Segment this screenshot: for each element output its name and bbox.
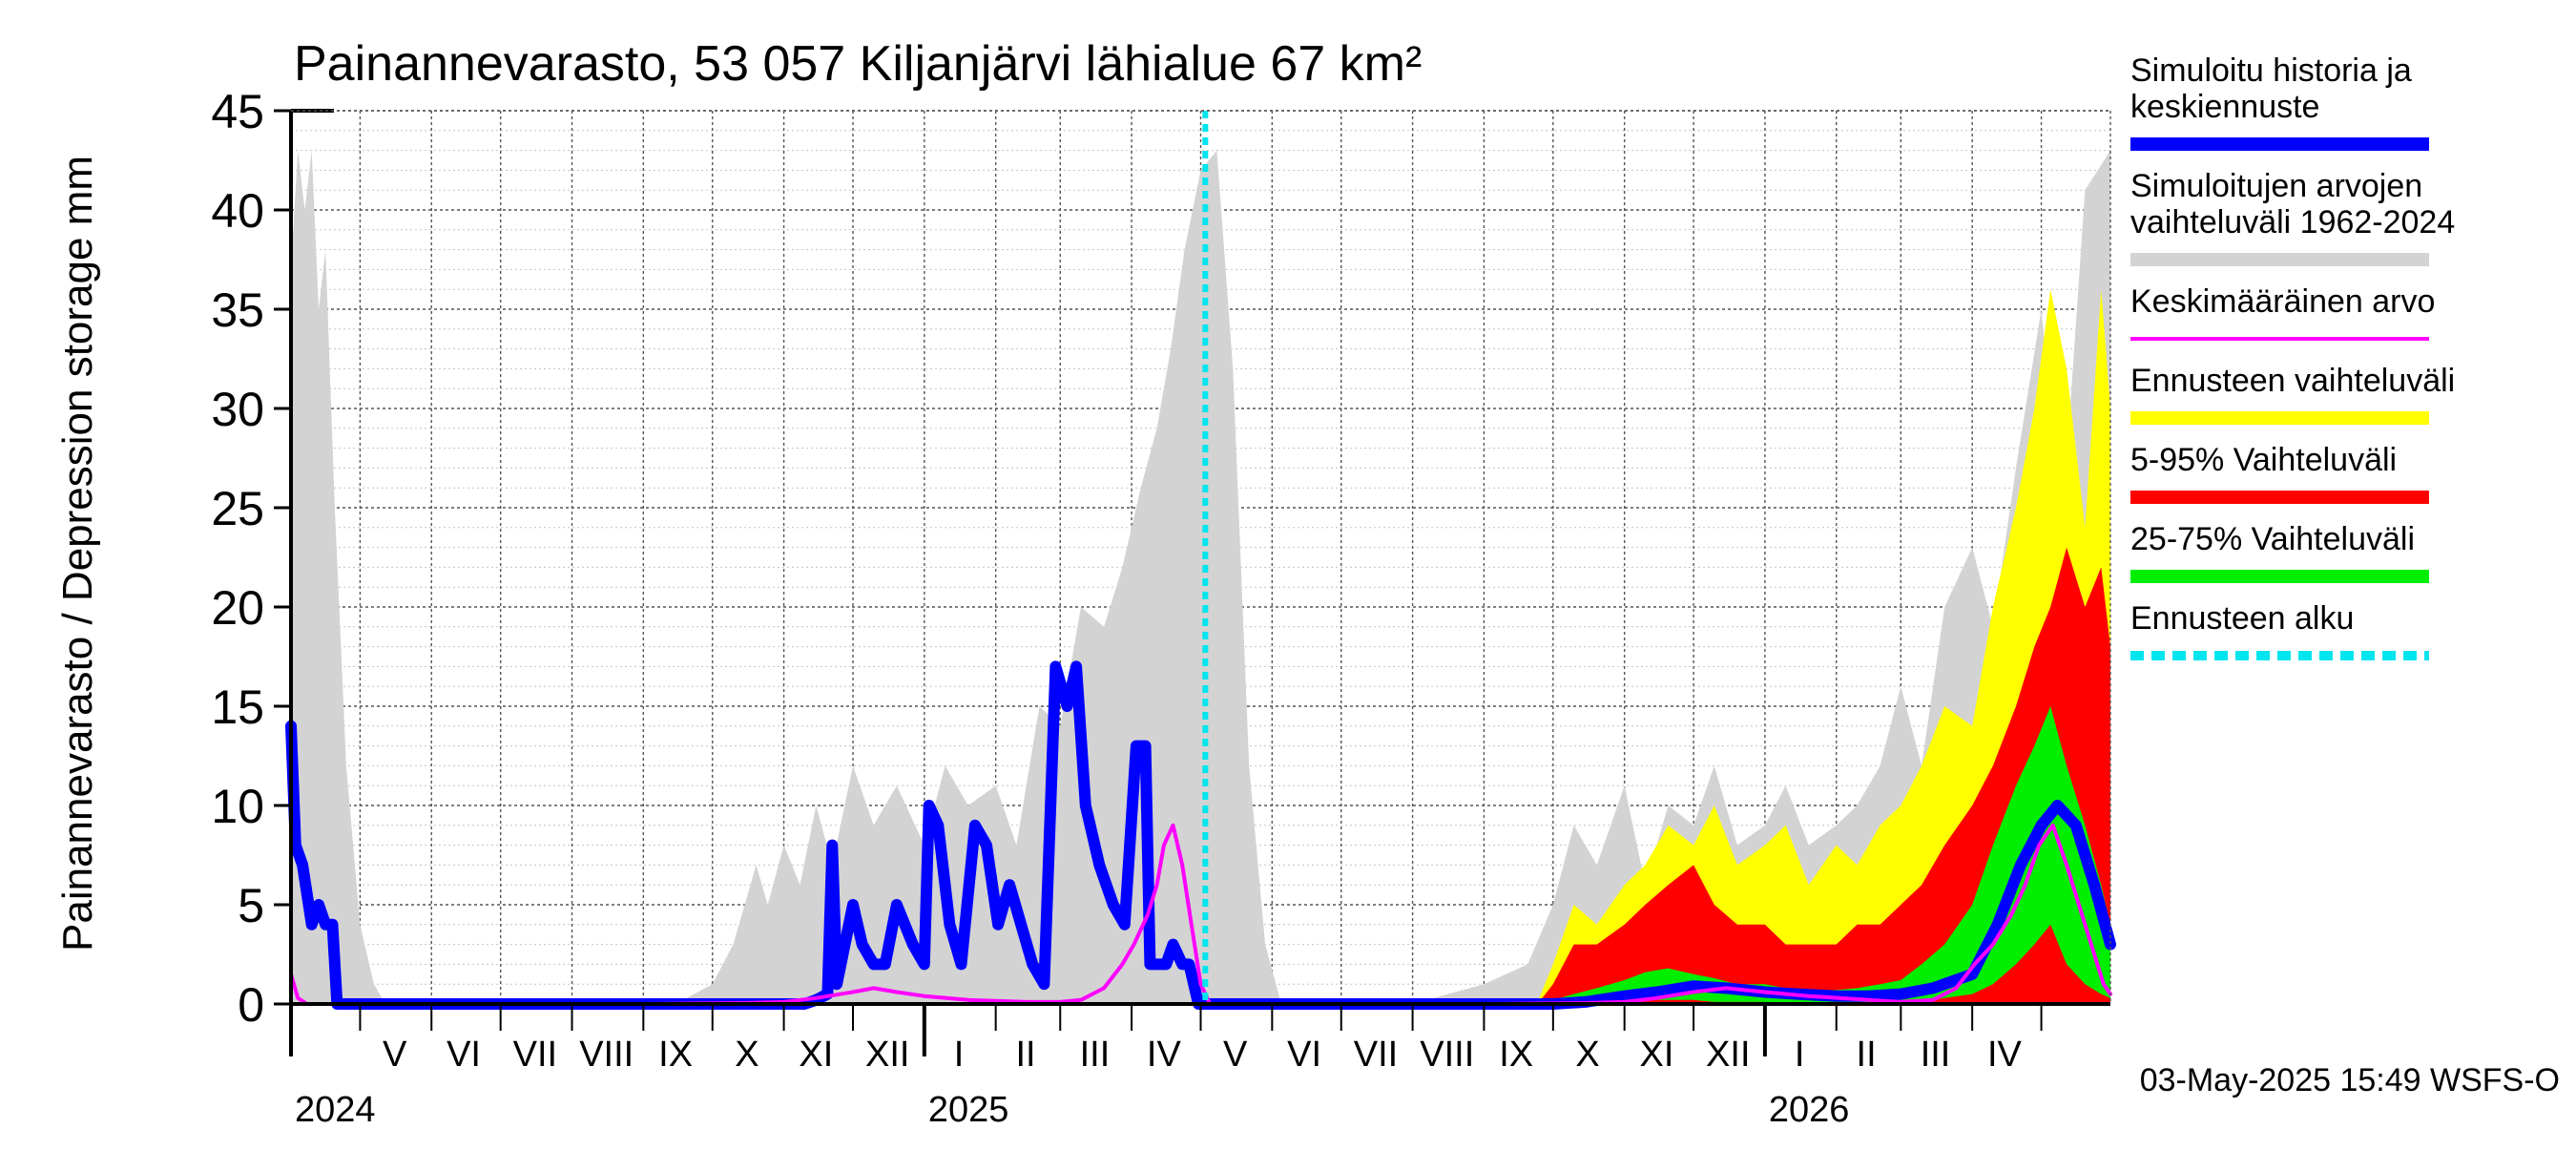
y-tick-label: 45: [211, 85, 264, 138]
month-label: VI: [1287, 1035, 1321, 1075]
y-tick-label: 40: [211, 184, 264, 238]
month-label: VIII: [1420, 1035, 1474, 1075]
legend-item: Keskimääräinen arvo: [2130, 283, 2435, 341]
month-label: XI: [799, 1035, 833, 1075]
legend-label: 5-95% Vaihteluväli: [2130, 442, 2397, 478]
legend-label: Keskimääräinen arvo: [2130, 283, 2435, 320]
month-label: IX: [658, 1035, 693, 1075]
month-label: IX: [1499, 1035, 1533, 1075]
month-label: XI: [1640, 1035, 1674, 1075]
legend: Simuloitu historia jakeskiennusteSimuloi…: [2130, 52, 2455, 660]
legend-label: vaihteluväli 1962-2024: [2130, 204, 2455, 240]
y-tick-label: 25: [211, 482, 264, 535]
month-label: VII: [513, 1035, 557, 1075]
y-tick-label: 35: [211, 283, 264, 337]
y-tick-label: 30: [211, 383, 264, 436]
month-label: VII: [1354, 1035, 1398, 1075]
legend-label: Ennusteen alku: [2130, 600, 2354, 637]
legend-item: 25-75% Vaihteluväli: [2130, 521, 2429, 583]
month-label: V: [1223, 1035, 1248, 1075]
chart-title: Painannevarasto, 53 057 Kiljanjärvi lähi…: [294, 36, 1422, 92]
legend-label: keskiennuste: [2130, 89, 2319, 125]
plot-area: [285, 109, 2116, 1056]
month-label: III: [1921, 1035, 1951, 1075]
y-axis: 0 5 10 15 20 25 30 35 40 45: [211, 85, 291, 1032]
series-simuloitujen-arvojen-vaihteluv-li-1962-2024: [291, 150, 2110, 1005]
month-label: III: [1080, 1035, 1111, 1075]
month-label: XII: [1706, 1035, 1750, 1075]
year-label: 2026: [1769, 1090, 1850, 1130]
y-tick-label: 5: [238, 879, 264, 932]
legend-label: Simuloitujen arvojen: [2130, 168, 2422, 204]
legend-item: Ennusteen alku: [2130, 600, 2429, 660]
y-tick-label: 0: [238, 978, 264, 1032]
month-label: I: [954, 1035, 965, 1075]
month-label: II: [1857, 1035, 1877, 1075]
month-label: X: [735, 1035, 758, 1075]
legend-item: Ennusteen vaihteluväli: [2130, 363, 2455, 425]
month-label: IV: [1987, 1035, 2023, 1075]
month-label: VI: [447, 1035, 481, 1075]
month-label: X: [1575, 1035, 1599, 1075]
y-tick-label: 10: [211, 780, 264, 833]
year-label: 2025: [928, 1090, 1009, 1130]
footer-timestamp: 03-May-2025 15:49 WSFS-O: [2140, 1062, 2560, 1098]
series-25-75-vaihteluv-li: [1539, 706, 2110, 1004]
month-label: V: [383, 1035, 407, 1075]
series-keskim-r-inen-arvo: [289, 823, 2112, 1006]
year-label: 2024: [295, 1090, 376, 1130]
y-axis-label: Painannevarasto / Depression storage mm: [54, 156, 101, 951]
legend-label: Simuloitu historia ja: [2130, 52, 2412, 89]
month-label: XII: [865, 1035, 909, 1075]
legend-item: 5-95% Vaihteluväli: [2130, 442, 2429, 504]
month-label: VIII: [579, 1035, 634, 1075]
month-label: II: [1015, 1035, 1035, 1075]
x-axis: V VI VII VIII IX X XI XII I II III IV V VI VII VIII IX X X…: [295, 1004, 2043, 1130]
y-tick-label: 15: [211, 680, 264, 734]
series-5-95-vaihteluv-li: [1539, 547, 2110, 1004]
y-tick-label: 20: [211, 581, 264, 635]
month-label: IV: [1147, 1035, 1182, 1075]
month-label: I: [1795, 1035, 1805, 1075]
legend-label: Ennusteen vaihteluväli: [2130, 363, 2455, 399]
legend-label: 25-75% Vaihteluväli: [2130, 521, 2415, 557]
